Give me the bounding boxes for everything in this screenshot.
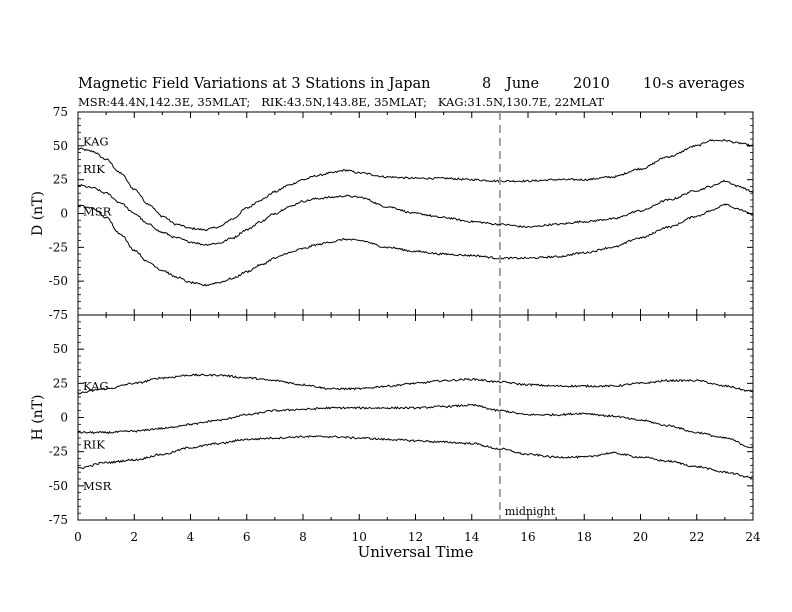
y-tick-label: 0 (60, 411, 68, 425)
date-year: 2010 (573, 76, 610, 92)
midnight-label: midnight (505, 505, 556, 518)
stations-subtitle: MSR:44.4N,142.3E, 35MLAT; RIK:43.5N,143.… (78, 95, 604, 109)
panel-h: 50 25 0 -25 -50 -75 H (nT) KAG RIK MSR (30, 314, 754, 527)
series-line-kag (77, 139, 754, 232)
panel-frame (77, 314, 754, 521)
x-axis-label: Universal Time (358, 543, 474, 561)
series-line-kag (77, 373, 754, 395)
resolution-label: 10-s averages (643, 76, 745, 92)
series-label-msr: MSR (83, 479, 112, 493)
y-tick-label: -25 (49, 240, 68, 254)
chart-title: Magnetic Field Variations at 3 Stations … (78, 76, 431, 92)
series-line-rik (77, 403, 754, 449)
y-tick-label: 50 (53, 342, 68, 356)
y-axis-label: H (nT) (30, 395, 46, 441)
x-tick-label: 12 (408, 530, 423, 544)
x-tick-label: 8 (299, 530, 307, 544)
y-tick-label: -50 (49, 479, 68, 493)
series-line-rik (77, 179, 754, 246)
x-tick-label: 22 (689, 530, 704, 544)
y-axis-label: D (nT) (30, 191, 46, 236)
y-tick-label: 75 (53, 105, 68, 119)
date-day: 8 (482, 76, 491, 92)
x-tick-label: 20 (633, 530, 648, 544)
y-tick-label: -75 (49, 308, 68, 322)
y-tick-label: 0 (60, 207, 68, 221)
plot-area: 75 50 25 0 -25 -50 -75 D (nT) KAG RIK MSR 50 25 0 -25 -… (30, 105, 761, 561)
x-tick-label: 10 (352, 530, 367, 544)
date-month: June (504, 76, 539, 92)
series-label-rik: RIK (83, 438, 105, 452)
x-tick-label: 24 (745, 530, 761, 544)
y-tick-label: -50 (49, 274, 68, 288)
y-tick-label: -75 (49, 513, 68, 527)
y-tick-label: 25 (53, 376, 68, 390)
series-label-kag: KAG (83, 135, 109, 149)
y-tick-label: -25 (49, 445, 68, 459)
series-label-kag: KAG (83, 379, 109, 393)
y-tick-label: 25 (53, 173, 68, 187)
y-tick-label: 50 (53, 139, 68, 153)
panel-d: 75 50 25 0 -25 -50 -75 D (nT) KAG RIK MSR (30, 105, 754, 322)
series-label-rik: RIK (83, 162, 105, 176)
series-line-msr (77, 435, 754, 479)
x-tick-label: 2 (130, 530, 138, 544)
series-line-msr (77, 203, 754, 287)
x-tick-label: 6 (243, 530, 251, 544)
series-label-msr: MSR (83, 204, 112, 218)
x-tick-label: 4 (187, 530, 195, 544)
x-tick-label: 0 (74, 530, 82, 544)
x-tick-label: 18 (577, 530, 592, 544)
panel-frame (77, 111, 754, 316)
x-tick-label: 14 (464, 530, 480, 544)
x-tick-label: 16 (520, 530, 535, 544)
